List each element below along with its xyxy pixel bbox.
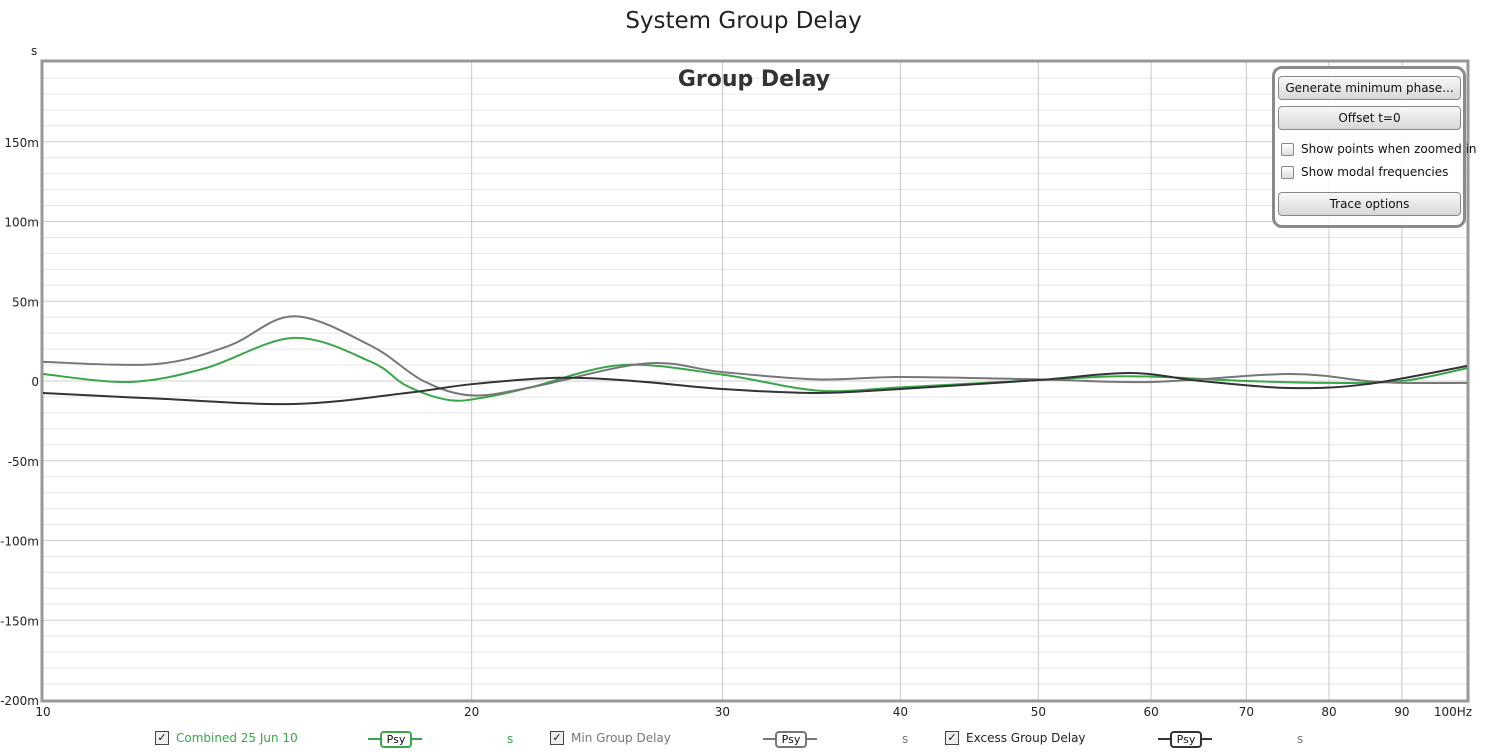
psy-button[interactable]: Psy [763, 731, 817, 748]
y-tick-label: -100m [0, 535, 39, 549]
y-tick-label: 150m [4, 136, 39, 150]
series-line-1 [42, 315, 1468, 397]
chart-title: Group Delay [678, 67, 830, 92]
legend-label: Excess Group Delay [966, 731, 1086, 745]
x-tick-label: 10 [35, 705, 50, 719]
y-tick-label: 50m [12, 295, 39, 309]
psy-button[interactable]: Psy [368, 731, 422, 748]
x-tick-label: 90 [1394, 705, 1409, 719]
trace-options-button[interactable]: Trace options [1278, 192, 1461, 216]
legend-item[interactable]: ✓ Excess Group Delay [945, 731, 1086, 745]
check-icon[interactable]: ✓ [155, 731, 169, 745]
show-modal-checkbox[interactable]: Show modal frequencies [1281, 165, 1448, 179]
x-tick-label: 100Hz [1434, 705, 1472, 719]
legend-unit: s [1297, 732, 1304, 746]
window-title: System Group Delay [625, 8, 862, 34]
psy-label[interactable]: Psy [1170, 731, 1202, 748]
legend-unit: s [902, 732, 909, 746]
x-tick-label: 50 [1031, 705, 1046, 719]
plot-border [40, 59, 1470, 703]
series-line-0 [42, 336, 1468, 402]
y-tick-label: 100m [4, 216, 39, 230]
checkbox-icon[interactable] [1281, 165, 1294, 179]
psy-label[interactable]: Psy [775, 731, 807, 748]
psy-button[interactable]: Psy [1158, 731, 1212, 748]
check-icon[interactable]: ✓ [550, 731, 564, 745]
x-tick-label: 60 [1143, 705, 1158, 719]
legend-item[interactable]: ✓ Min Group Delay [550, 731, 671, 745]
x-tick-label: 40 [893, 705, 908, 719]
x-tick-label: 80 [1321, 705, 1336, 719]
series-line-2 [42, 365, 1468, 406]
x-tick-label: 20 [464, 705, 479, 719]
show-points-checkbox[interactable]: Show points when zoomed in [1281, 142, 1477, 156]
check-icon[interactable]: ✓ [945, 731, 959, 745]
show-modal-label: Show modal frequencies [1301, 165, 1449, 179]
legend-unit: s [507, 732, 514, 746]
y-tick-label: 0 [31, 375, 39, 389]
y-tick-label: -200m [0, 694, 39, 708]
legend-item[interactable]: ✓ Combined 25 Jun 10 [155, 731, 298, 745]
psy-label[interactable]: Psy [380, 731, 412, 748]
generate-minimum-phase-button[interactable]: Generate minimum phase... [1278, 76, 1461, 100]
legend-label: Combined 25 Jun 10 [176, 731, 298, 745]
y-tick-label: -50m [8, 455, 39, 469]
y-axis-unit: s [31, 44, 38, 58]
controls-panel: Generate minimum phase... Offset t=0 Sho… [1272, 66, 1477, 228]
show-points-label: Show points when zoomed in [1301, 142, 1477, 156]
x-tick-label: 30 [715, 705, 730, 719]
x-tick-label: 70 [1239, 705, 1254, 719]
offset-t0-button[interactable]: Offset t=0 [1278, 106, 1461, 130]
checkbox-icon[interactable] [1281, 142, 1294, 156]
legend-label: Min Group Delay [571, 731, 671, 745]
y-tick-label: -150m [0, 614, 39, 628]
